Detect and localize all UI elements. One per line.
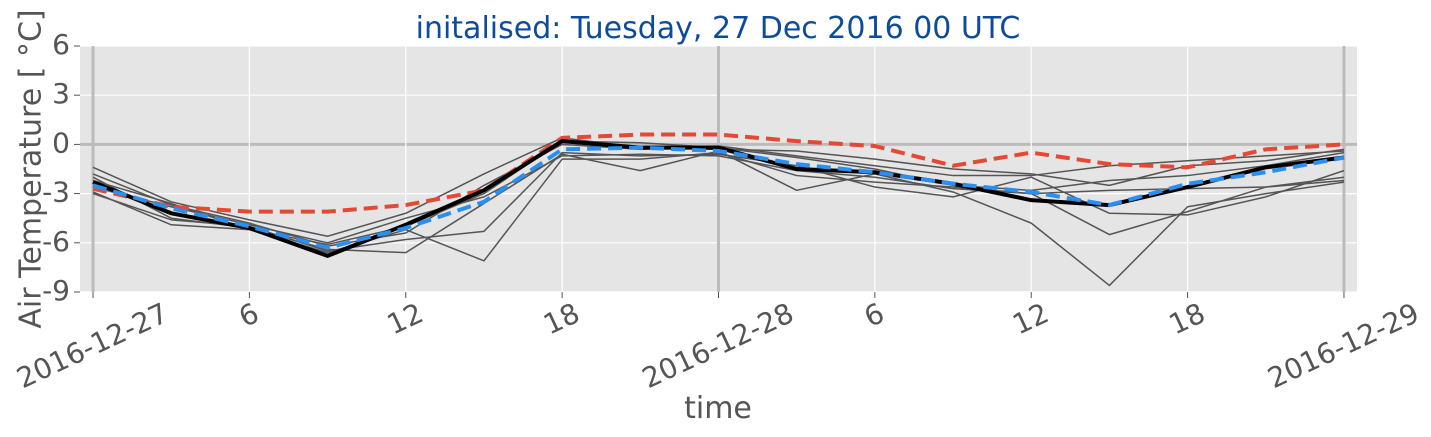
y-tick-label: -6: [42, 225, 70, 258]
x-tick-label: 6: [859, 296, 889, 333]
chart-title: initalised: Tuesday, 27 Dec 2016 00 UTC: [416, 11, 1021, 46]
x-tick-label: 6: [234, 296, 264, 333]
series-line: [92, 145, 1345, 250]
x-axis-label: time: [684, 391, 752, 426]
y-axis-label: Air Temperature [ °C]: [14, 9, 49, 328]
x-tick-label: 12: [382, 296, 428, 341]
y-tick-label: -9: [42, 274, 70, 307]
series-line: [92, 151, 1345, 252]
x-tick-label: 18: [538, 296, 584, 341]
x-tick-label: 2016-12-29: [1263, 296, 1424, 395]
x-tick-label: 18: [1164, 296, 1210, 341]
series-line: [92, 153, 1345, 244]
x-tick-label: 12: [1007, 296, 1053, 341]
x-tick-label: 2016-12-28: [637, 296, 798, 395]
y-tick-label: 3: [52, 77, 70, 110]
y-tick-label: 6: [52, 28, 70, 61]
y-tick-label: 0: [52, 126, 70, 159]
y-tick-label: -3: [42, 176, 70, 209]
series-line: [92, 132, 1345, 214]
